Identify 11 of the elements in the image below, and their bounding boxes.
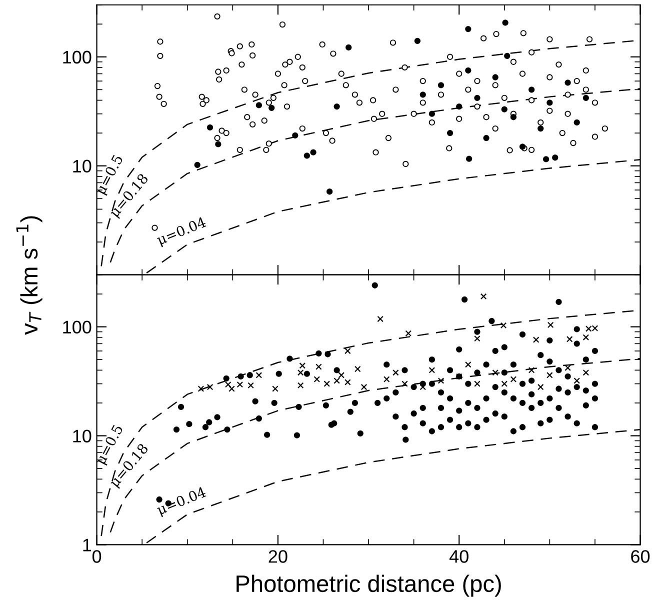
y-tick-label: 100 <box>63 50 92 64</box>
y-axis-title: v$_{T}$ (km s$^{−1}$) <box>16 216 42 335</box>
y-tick-label: 100 <box>63 320 92 334</box>
x-tick-label: 60 <box>631 550 650 563</box>
y-tick-label: 10 <box>73 430 92 442</box>
x-tick-label: 40 <box>449 550 468 563</box>
x-tick-label: 0 <box>92 550 102 563</box>
y-tick-label: 1 <box>83 538 92 552</box>
y-tick-label: 10 <box>73 160 92 173</box>
x-axis-title: Photometric distance (pc) <box>236 574 501 597</box>
x-tick-label: 20 <box>268 550 288 563</box>
